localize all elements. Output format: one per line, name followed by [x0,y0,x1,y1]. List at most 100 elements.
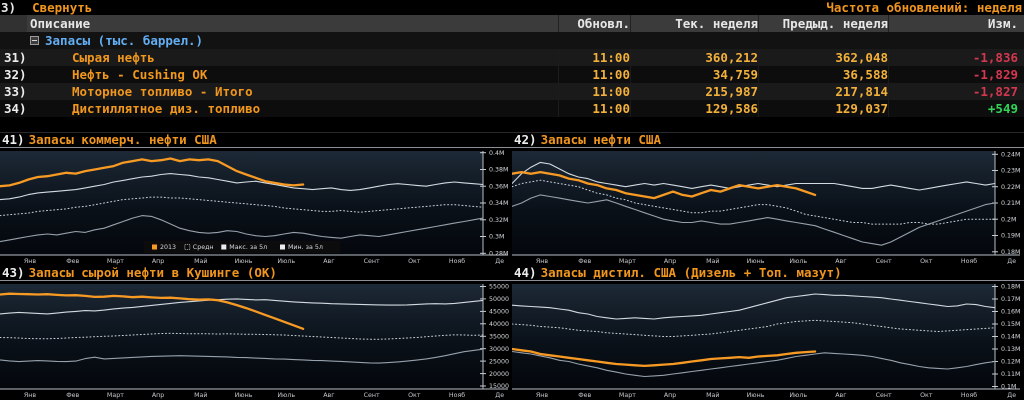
svg-text:Окт: Окт [408,258,421,265]
chart-title: Запасы сырой нефти в Кушинге (ОК) [28,266,277,280]
svg-text:Сент: Сент [876,258,892,265]
svg-text:0.32M: 0.32M [489,217,508,224]
top-menu-bar: 3) Свернуть Частота обновлений: неделя [0,0,1024,15]
collapse-toggle-icon[interactable] [30,36,39,45]
svg-text:0.24M: 0.24M [1001,151,1020,158]
row-change-value: +549 [888,100,1024,117]
svg-text:Окт: Окт [408,392,421,399]
row-description: Нефть - Cushing OK [72,67,208,82]
svg-text:Апр: Апр [152,392,164,399]
table-row[interactable]: 34) Дистиллятное диз. топливо 11:00 129,… [0,100,1024,117]
row-change-value: -1,836 [888,49,1024,66]
line-chart-distillates[interactable]: 0.18M 0.17M 0.16M 0.15M 0.14M 0.13M 0.12M 0.11M… [512,281,1024,400]
row-updated-time: 11:00 [558,83,630,100]
row-number: 32) [4,67,27,82]
row-change-value: -1,827 [888,83,1024,100]
group-row-inventories[interactable]: Запасы (тыс. баррел.) [0,32,1024,49]
svg-text:0.16M: 0.16M [1001,309,1020,316]
svg-text:Авг: Авг [323,392,334,399]
svg-text:Нояб: Нояб [449,257,465,265]
svg-text:30000: 30000 [489,346,509,353]
svg-text:0.21M: 0.21M [1001,200,1020,207]
line-chart-us-oil[interactable]: 0.24M 0.23M 0.22M 0.21M 0.2M 0.19M 0.18M Янв Фев… [512,148,1024,266]
row-previous-week-value: 217,814 [758,83,888,100]
svg-text:Март: Март [619,392,636,399]
chart-title-bar[interactable]: 41) Запасы коммерч. нефти США [0,133,512,148]
row-current-week-value: 215,987 [630,83,758,100]
svg-text:0.19M: 0.19M [1001,233,1020,240]
svg-text:Июнь: Июнь [747,258,765,265]
row-updated-time: 11:00 [558,66,630,83]
svg-text:Апр: Апр [664,258,676,265]
header-gutter [0,15,27,32]
svg-text:0.34M: 0.34M [489,200,508,207]
svg-text:Сент: Сент [364,258,380,265]
svg-text:Макс. за 5л: Макс. за 5л [229,244,267,251]
table-row[interactable]: 32) Нефть - Cushing OK 11:00 34,759 36,5… [0,66,1024,83]
svg-text:Янв: Янв [24,258,36,265]
row-number: 33) [4,84,27,99]
svg-text:Май: Май [194,391,207,399]
row-change-value: -1,829 [888,66,1024,83]
svg-text:Де: Де [1007,258,1016,265]
group-label: Запасы (тыс. баррел.) [45,33,204,48]
svg-text:Март: Март [107,392,124,399]
table-row[interactable]: 31) Сырая нефть 11:00 360,212 362,048 -1… [0,49,1024,66]
row-number: 34) [4,101,27,116]
line-chart-cushing[interactable]: 55000 50000 45000 40000 35000 30000 25000 20000… [0,281,512,400]
table-header-row: Описание Обновл. Тек. неделя Предыд. нед… [0,15,1024,32]
svg-text:Окт: Окт [920,392,933,399]
chart-panel-us-commercial-oil: 41) Запасы коммерч. нефти США 0.4M 0.38M 0… [0,133,512,266]
table-row[interactable]: 33) Моторное топливо - Итого 11:00 215,9… [0,83,1024,100]
charts-grid: 41) Запасы коммерч. нефти США 0.4M 0.38M 0… [0,132,1024,400]
chart-title-bar[interactable]: 44) Запасы дистил. США (Дизель + Топ. ма… [512,266,1024,281]
row-previous-week-value: 36,588 [758,66,888,83]
svg-text:Янв: Янв [536,392,548,399]
svg-text:Янв: Янв [536,258,548,265]
col-header-current-week: Тек. неделя [630,15,758,32]
svg-text:Де: Де [495,392,504,399]
svg-text:20000: 20000 [489,371,509,378]
svg-text:0.28M: 0.28M [489,251,508,258]
inventory-table: Описание Обновл. Тек. неделя Предыд. нед… [0,15,1024,117]
collapse-item-number: 3) [1,0,17,15]
svg-text:0.2M: 0.2M [1001,216,1016,223]
svg-text:Авг: Авг [835,392,846,399]
svg-text:Мин. за 5л: Мин. за 5л [288,244,323,251]
row-current-week-value: 360,212 [630,49,758,66]
svg-text:Сент: Сент [876,392,892,399]
svg-text:0.13M: 0.13M [1001,346,1020,353]
svg-text:Фев: Фев [66,392,79,399]
svg-text:Июль: Июль [277,258,295,265]
chart-title-bar[interactable]: 43) Запасы сырой нефти в Кушинге (ОК) [0,266,512,281]
svg-text:Окт: Окт [920,258,933,265]
svg-text:0.11M: 0.11M [1001,371,1020,378]
update-frequency-label: Частота обновлений: неделя [826,0,1022,15]
collapse-button[interactable]: Свернуть [32,0,93,15]
svg-text:0.14M: 0.14M [1001,334,1020,341]
svg-text:0.15M: 0.15M [1001,321,1020,328]
row-current-week-value: 34,759 [630,66,758,83]
svg-text:0.17M: 0.17M [1001,296,1020,303]
svg-text:Сент: Сент [364,392,380,399]
chart-number: 43) [2,266,25,280]
svg-text:Нояб: Нояб [961,257,977,265]
svg-text:55000: 55000 [489,284,509,291]
chart-title-bar[interactable]: 42) Запасы нефти США [512,133,1024,148]
chart-number: 42) [514,133,537,147]
chart-number: 44) [514,266,537,280]
svg-text:25000: 25000 [489,358,509,365]
svg-text:2013: 2013 [160,244,176,251]
svg-text:0.18M: 0.18M [1001,249,1020,256]
row-description: Дистиллятное диз. топливо [72,101,261,116]
svg-text:40000: 40000 [489,321,509,328]
svg-text:Нояб: Нояб [961,391,977,399]
chart-title: Запасы коммерч. нефти США [28,133,217,147]
svg-text:Де: Де [1007,392,1016,399]
svg-text:Июль: Июль [789,258,807,265]
line-chart-us-commercial-oil[interactable]: 0.4M 0.38M 0.36M 0.34M 0.32M 0.3M 0.28M Янв Фев М… [0,148,512,266]
svg-text:Июнь: Июнь [747,392,765,399]
svg-text:Май: Май [706,257,719,265]
row-current-week-value: 129,586 [630,100,758,117]
